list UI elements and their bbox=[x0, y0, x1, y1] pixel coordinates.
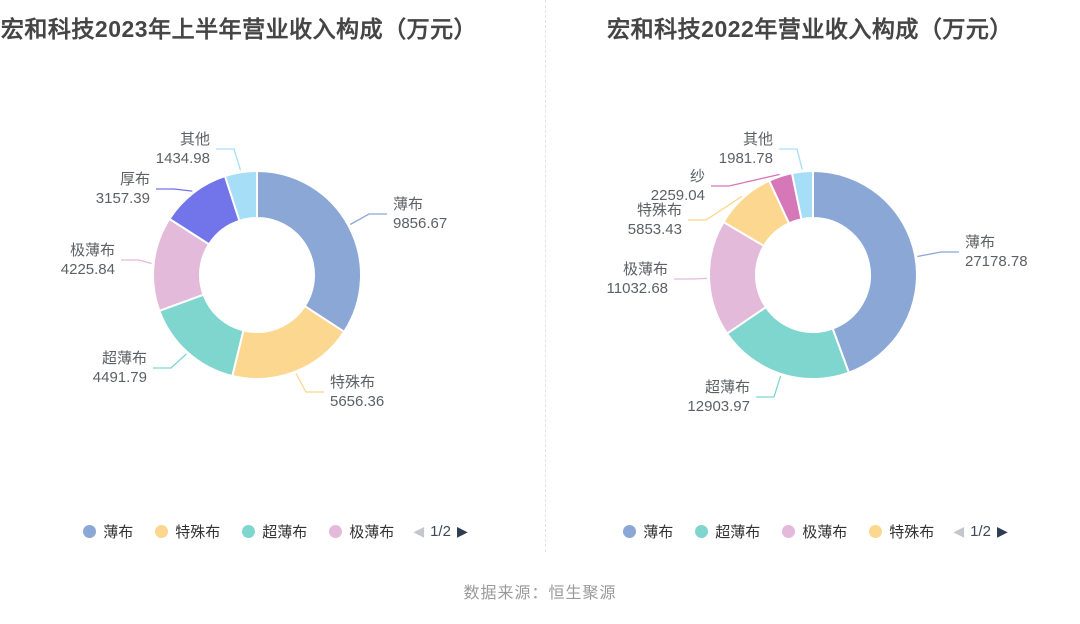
legend-label: 超薄布 bbox=[262, 524, 308, 541]
slice-label-value: 1434.98 bbox=[155, 150, 210, 167]
legend-prev-arrow-icon[interactable]: ◀ bbox=[413, 523, 425, 539]
slice-label-超薄布: 超薄布 12903.97 bbox=[687, 378, 750, 416]
label-leader-line bbox=[349, 213, 387, 226]
donut-svg bbox=[674, 148, 959, 398]
legend-marker-circle bbox=[695, 525, 709, 538]
slice-label-value: 5853.43 bbox=[627, 221, 682, 238]
slice-label-其他: 其他 1434.98 bbox=[156, 130, 210, 168]
data-source-text: 数据来源：恒生聚源 bbox=[463, 585, 617, 602]
donut-plot-2022: 薄布 27178.78 超薄布 12903.97 极薄布 11032.68 特殊布 5853.… bbox=[540, 0, 1080, 558]
label-leader-line bbox=[688, 195, 743, 221]
slice-label-特殊布: 特殊布 5656.36 bbox=[330, 373, 384, 411]
slice-label-厚布: 厚布 3157.39 bbox=[96, 170, 150, 208]
legend-next-arrow-icon[interactable]: ▶ bbox=[996, 523, 1008, 539]
slice-label-name: 特殊布 bbox=[636, 202, 682, 219]
slice-label-其他: 其他 1981.78 bbox=[719, 130, 773, 168]
slice-label-超薄布: 超薄布 4491.79 bbox=[93, 349, 147, 387]
slice-label-name: 厚布 bbox=[119, 171, 150, 188]
donut-plot-2023h1: 薄布 9856.67 特殊布 5656.36 超薄布 4491.79 极薄布 4225.84 厚… bbox=[0, 0, 540, 558]
legend-marker-circle bbox=[155, 525, 169, 538]
legend-marker-circle bbox=[869, 525, 883, 538]
legend-page-indicator: 1/2 bbox=[970, 523, 991, 540]
slice-label-薄布: 薄布 27178.78 bbox=[965, 233, 1028, 271]
legend-label: 超薄布 bbox=[715, 524, 761, 541]
legend-prev-arrow-icon[interactable]: ◀ bbox=[953, 523, 965, 539]
legend-item-极薄布[interactable]: 极薄布 bbox=[782, 521, 847, 542]
legend-item-超薄布[interactable]: 超薄布 bbox=[242, 521, 307, 542]
slice-label-name: 超薄布 bbox=[704, 379, 750, 396]
slice-label-极薄布: 极薄布 11032.68 bbox=[607, 260, 668, 298]
chart-title-2022: 宏和科技2022年营业收入构成（万元） bbox=[607, 16, 1013, 42]
legend-label: 极薄布 bbox=[802, 524, 848, 541]
legend-label: 薄布 bbox=[643, 524, 674, 541]
data-source-row: 数据来源：恒生聚源 bbox=[0, 558, 1080, 624]
legend-next-arrow-icon[interactable]: ▶ bbox=[456, 523, 468, 539]
slice-label-name: 极薄布 bbox=[622, 261, 668, 278]
legend-2022: 薄布 超薄布 极薄布 特殊布 ◀ 1/2 ▶ bbox=[540, 521, 1080, 542]
label-leader-line bbox=[756, 375, 782, 398]
legend-item-薄布[interactable]: 薄布 bbox=[623, 521, 673, 542]
slice-label-value: 3157.39 bbox=[95, 190, 150, 207]
slice-label-name: 其他 bbox=[742, 131, 773, 148]
slice-label-name: 薄布 bbox=[965, 234, 996, 251]
pie-slice-薄布[interactable] bbox=[812, 170, 918, 374]
donut-svg bbox=[121, 148, 387, 393]
slice-label-value: 11032.68 bbox=[606, 280, 668, 297]
slice-label-value: 5656.36 bbox=[330, 393, 385, 410]
legend-item-特殊布[interactable]: 特殊布 bbox=[869, 521, 934, 542]
slice-label-name: 纱 bbox=[689, 168, 705, 185]
chart-panel-2023h1: 宏和科技2023年上半年营业收入构成（万元） 薄布 9856.67 特殊布 5656.… bbox=[0, 0, 540, 558]
legend-marker-circle bbox=[242, 525, 256, 538]
legend-2023h1: 薄布 特殊布 超薄布 极薄布 ◀ 1/2 ▶ bbox=[0, 521, 540, 542]
slice-label-name: 超薄布 bbox=[101, 350, 147, 367]
slice-label-value: 9856.67 bbox=[393, 215, 448, 232]
legend-label: 特殊布 bbox=[889, 524, 935, 541]
slice-label-纱: 纱 2259.04 bbox=[651, 167, 705, 205]
slice-label-name: 特殊布 bbox=[330, 374, 376, 391]
pie-slice-其他[interactable] bbox=[224, 170, 258, 222]
slice-label-薄布: 薄布 9856.67 bbox=[393, 195, 447, 233]
chart-title-2023h1: 宏和科技2023年上半年营业收入构成（万元） bbox=[0, 16, 478, 42]
slice-label-value: 27178.78 bbox=[965, 253, 1028, 270]
pie-slice-其他[interactable] bbox=[790, 169, 814, 221]
slice-label-name: 极薄布 bbox=[69, 242, 115, 259]
label-leader-line bbox=[121, 259, 152, 265]
legend-pager: ◀ 1/2 ▶ bbox=[953, 523, 1007, 540]
label-leader-line bbox=[917, 251, 959, 258]
slice-label-name: 薄布 bbox=[393, 196, 424, 213]
legend-page-indicator: 1/2 bbox=[430, 523, 451, 540]
label-leader-line bbox=[216, 148, 242, 171]
legend-marker-circle bbox=[329, 525, 343, 538]
legend-label: 薄布 bbox=[103, 524, 134, 541]
slice-label-value: 4225.84 bbox=[60, 261, 115, 278]
legend-label: 极薄布 bbox=[349, 524, 395, 541]
pie-slice-薄布[interactable] bbox=[256, 170, 362, 333]
legend-marker-circle bbox=[83, 525, 97, 538]
chart-panel-2022: 宏和科技2022年营业收入构成（万元） 薄布 27178.78 超薄布 12903.9… bbox=[540, 0, 1080, 558]
label-leader-line bbox=[156, 188, 193, 192]
legend-item-特殊布[interactable]: 特殊布 bbox=[155, 521, 220, 542]
slice-label-特殊布: 特殊布 5853.43 bbox=[628, 201, 682, 239]
panel-divider bbox=[545, 0, 546, 552]
label-leader-line bbox=[779, 148, 803, 170]
legend-marker-circle bbox=[623, 525, 637, 538]
slice-label-极薄布: 极薄布 4225.84 bbox=[61, 241, 115, 279]
legend-pager: ◀ 1/2 ▶ bbox=[413, 523, 467, 540]
slice-label-value: 12903.97 bbox=[687, 398, 750, 415]
label-leader-line bbox=[295, 373, 324, 393]
slice-label-value: 2259.04 bbox=[650, 187, 705, 204]
label-leader-line bbox=[153, 353, 187, 369]
legend-item-薄布[interactable]: 薄布 bbox=[83, 521, 133, 542]
legend-label: 特殊布 bbox=[175, 524, 221, 541]
legend-item-极薄布[interactable]: 极薄布 bbox=[329, 521, 394, 542]
legend-item-超薄布[interactable]: 超薄布 bbox=[695, 521, 760, 542]
label-leader-line bbox=[711, 173, 780, 187]
slice-label-value: 4491.79 bbox=[92, 369, 147, 386]
slice-label-name: 其他 bbox=[179, 131, 210, 148]
legend-marker-circle bbox=[782, 525, 796, 538]
slice-label-value: 1981.78 bbox=[718, 150, 773, 167]
charts-board: 宏和科技2023年上半年营业收入构成（万元） 薄布 9856.67 特殊布 5656.… bbox=[0, 0, 1080, 558]
label-leader-line bbox=[674, 277, 708, 280]
